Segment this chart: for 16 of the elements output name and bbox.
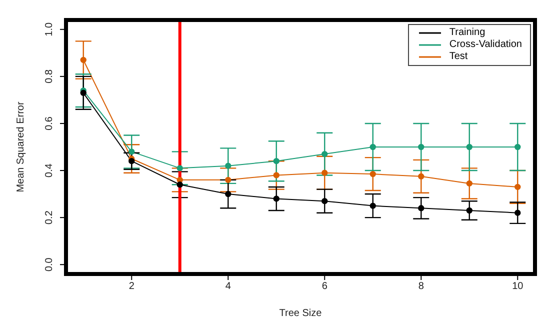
legend-label: Test bbox=[449, 51, 468, 63]
y-axis-title: Mean Squared Error bbox=[16, 101, 27, 192]
x-tick-label: 10 bbox=[512, 281, 524, 292]
y-tick-label: 0.8 bbox=[44, 69, 55, 84]
y-tick-label: 0.0 bbox=[44, 257, 55, 272]
x-tick-label: 6 bbox=[322, 281, 328, 292]
legend-label: Training bbox=[449, 27, 486, 39]
y-tick-label: 0.6 bbox=[44, 116, 55, 130]
x-tick-label: 2 bbox=[128, 281, 135, 292]
y-tick-label: 0.4 bbox=[44, 163, 55, 178]
x-tick-label: 4 bbox=[225, 281, 232, 292]
x-axis-title: Tree Size bbox=[279, 308, 322, 319]
y-tick-label: 0.2 bbox=[44, 210, 55, 225]
x-tick-label: 8 bbox=[418, 281, 424, 292]
legend-label: Cross-Validation bbox=[449, 39, 522, 51]
y-tick-label: 1.0 bbox=[44, 22, 55, 36]
